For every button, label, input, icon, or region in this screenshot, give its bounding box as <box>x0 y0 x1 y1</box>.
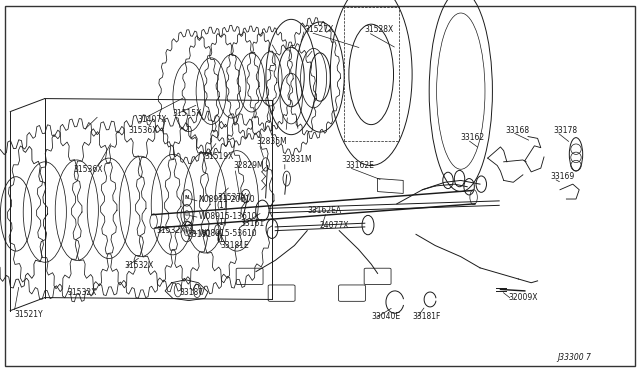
Text: (1): (1) <box>216 235 227 244</box>
Text: W08915-13610: W08915-13610 <box>198 212 257 221</box>
Text: 31536X: 31536X <box>74 165 103 174</box>
Ellipse shape <box>470 190 477 205</box>
Text: 31536X: 31536X <box>128 126 157 135</box>
Text: W: W <box>185 213 189 217</box>
Ellipse shape <box>150 214 157 229</box>
Text: 31537X: 31537X <box>218 193 247 202</box>
Text: 31532X: 31532X <box>157 226 186 235</box>
Text: 31528X: 31528X <box>365 25 394 34</box>
FancyBboxPatch shape <box>236 268 263 285</box>
Text: 32009X: 32009X <box>509 293 538 302</box>
Text: 31407X: 31407X <box>138 115 167 124</box>
Text: 33181F: 33181F <box>413 312 441 321</box>
Text: 33178: 33178 <box>554 126 578 135</box>
Text: 31521Y: 31521Y <box>14 310 43 319</box>
Text: N: N <box>185 195 189 201</box>
Text: W08915-53610: W08915-53610 <box>198 229 257 238</box>
Text: 33162E: 33162E <box>346 161 374 170</box>
Text: 33187: 33187 <box>179 288 204 296</box>
FancyBboxPatch shape <box>364 268 391 285</box>
Text: 33040E: 33040E <box>371 312 401 321</box>
Text: 31527X: 31527X <box>304 25 333 34</box>
Text: W: W <box>185 230 189 233</box>
Text: 33162EA: 33162EA <box>307 206 341 215</box>
Text: 32831M: 32831M <box>282 155 312 164</box>
Text: 33161: 33161 <box>240 219 264 228</box>
FancyBboxPatch shape <box>339 285 365 301</box>
Text: (1): (1) <box>216 201 227 210</box>
Text: 24077X: 24077X <box>320 221 349 230</box>
Text: 33162: 33162 <box>461 133 485 142</box>
Text: 31532X: 31532X <box>67 288 97 296</box>
Text: N08911-20610: N08911-20610 <box>198 195 255 203</box>
Text: 33181E: 33181E <box>221 241 250 250</box>
Text: 31532X: 31532X <box>125 262 154 270</box>
Text: 32835M: 32835M <box>256 137 287 146</box>
Text: 33169: 33169 <box>550 172 575 181</box>
Text: (1): (1) <box>216 218 227 227</box>
FancyBboxPatch shape <box>268 285 295 301</box>
Text: 31515X: 31515X <box>173 109 202 118</box>
Text: 33168: 33168 <box>506 126 530 135</box>
Text: 32829M: 32829M <box>234 161 264 170</box>
Text: 31519X: 31519X <box>205 152 234 161</box>
Text: 33191: 33191 <box>188 230 212 239</box>
Text: J33300 7: J33300 7 <box>557 353 591 362</box>
